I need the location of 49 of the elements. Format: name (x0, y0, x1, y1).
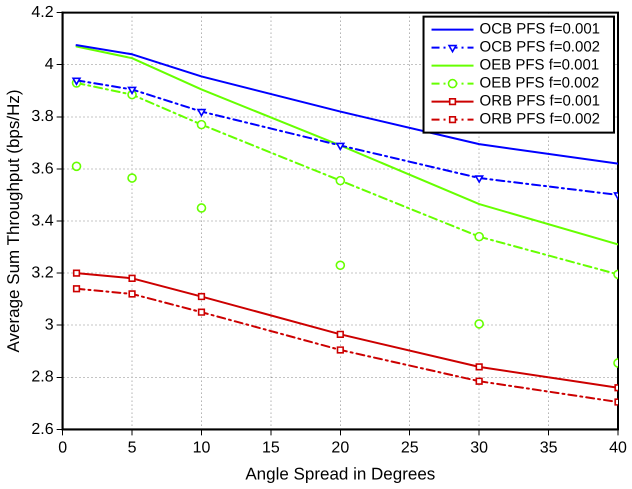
y-tick-label: 2.8 (31, 368, 54, 386)
point (336, 176, 346, 186)
y-tick-label: 3.8 (31, 108, 54, 126)
y-tick-label: 2.6 (31, 420, 54, 438)
point (127, 173, 137, 183)
point (72, 161, 82, 172)
point (197, 108, 206, 116)
point (476, 378, 483, 385)
x-tick-label: 15 (262, 439, 280, 456)
legend-label: OCB PFS f=0.001 (480, 20, 600, 38)
point (474, 175, 484, 183)
x-tick-label: 5 (128, 439, 137, 456)
legend-label: ORB PFS f=0.002 (480, 110, 600, 128)
point (72, 269, 80, 277)
point (72, 285, 80, 292)
legend-label: OEB PFS f=0.001 (480, 56, 600, 74)
point (474, 319, 484, 329)
x-tick-label: 25 (400, 439, 419, 456)
point (128, 86, 136, 94)
y-tick-label: 3.4 (31, 212, 54, 230)
y-tick-label: 4.2 (31, 4, 54, 22)
legend-label: ORB PFS f=0.001 (480, 92, 600, 110)
point (474, 232, 484, 242)
point (336, 330, 344, 338)
y-tick-label: 3 (44, 316, 54, 334)
legend-label: OEB PFS f=0.002 (480, 74, 600, 92)
x-tick-label: 0 (58, 439, 68, 456)
point (128, 290, 136, 298)
point (72, 78, 81, 86)
y-tick-label: 3.6 (31, 160, 54, 178)
point (476, 363, 483, 371)
y-tick-label: 4 (44, 56, 54, 74)
legend-label: OCB PFS f=0.002 (480, 38, 600, 56)
point (336, 346, 344, 354)
x-tick-label: 40 (609, 439, 627, 456)
point (198, 292, 206, 300)
x-tick-label: 35 (540, 439, 558, 456)
point (196, 120, 206, 130)
point (336, 142, 345, 150)
x-tick-label: 30 (470, 439, 488, 456)
point (198, 308, 206, 316)
y-axis-title: Average Sum Throughput (bps/Hz) (4, 89, 23, 353)
x-tick-label: 20 (331, 439, 350, 456)
x-tick-label: 10 (192, 439, 210, 456)
x-axis-title: Angle Spread in Degrees (245, 464, 436, 484)
y-tick-label: 3.2 (31, 264, 54, 282)
point (196, 203, 206, 213)
point (336, 260, 346, 270)
point (128, 274, 136, 282)
